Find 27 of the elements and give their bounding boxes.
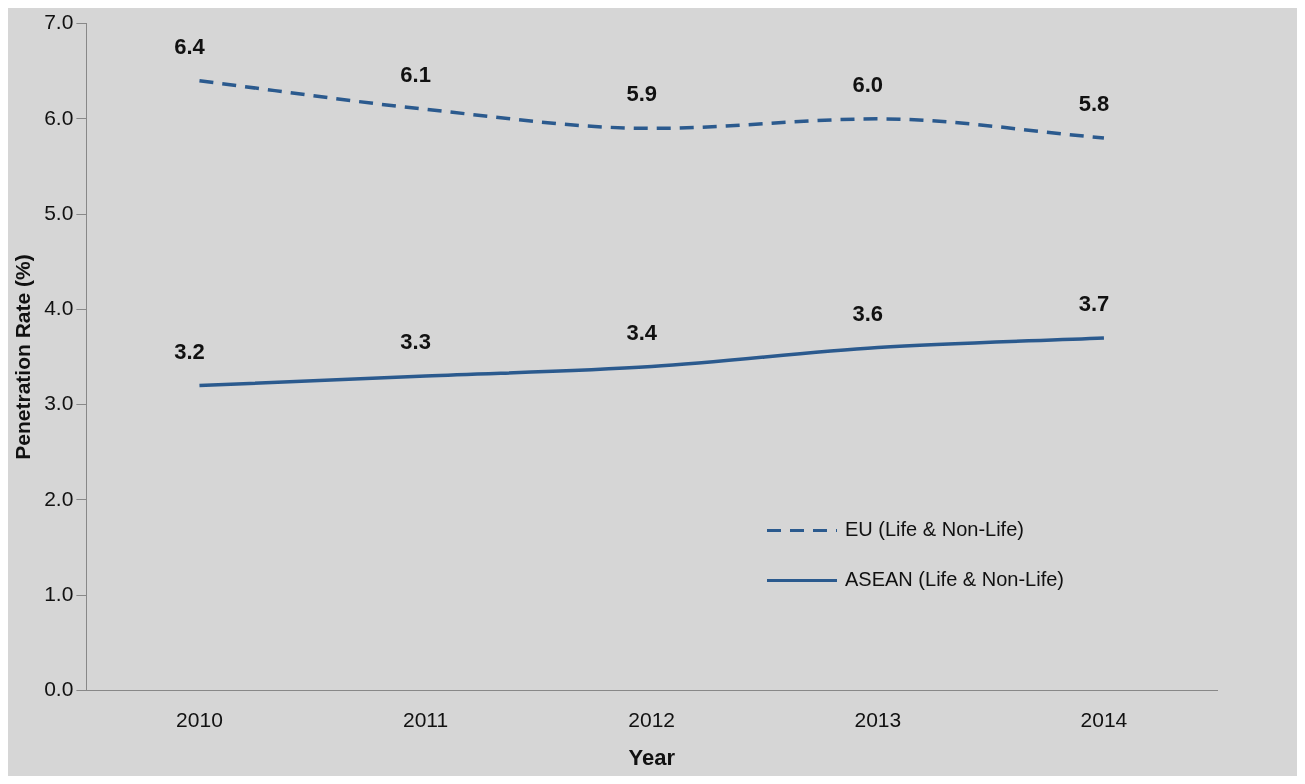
y-tick-label: 0.0	[44, 677, 74, 701]
data-label: 6.0	[852, 71, 884, 97]
y-tick-label: 7.0	[44, 10, 74, 34]
data-label: 3.2	[174, 338, 205, 364]
y-tick-label: 5.0	[44, 200, 74, 224]
data-label: 3.7	[1078, 291, 1110, 317]
x-tick-label: 2013	[854, 707, 902, 731]
y-tick-label: 6.0	[44, 105, 74, 129]
legend-label: ASEAN (Life & Non-Life)	[845, 567, 1064, 590]
data-label: 3.4	[626, 319, 658, 345]
data-label: 5.9	[626, 81, 657, 107]
x-tick-label: 2010	[176, 707, 223, 731]
y-tick-label: 3.0	[44, 391, 74, 415]
data-label: 3.3	[400, 329, 431, 355]
x-axis-title: Year	[628, 744, 676, 770]
data-label: 5.8	[1078, 90, 1110, 116]
legend-label: EU (Life & Non-Life)	[845, 517, 1024, 540]
y-tick-label: 4.0	[44, 296, 74, 320]
data-label: 6.4	[174, 33, 206, 59]
y-tick-label: 2.0	[44, 486, 74, 510]
x-tick-label: 2011	[402, 707, 449, 731]
data-label: 3.6	[852, 300, 884, 326]
x-tick-label: 2014	[1080, 707, 1128, 731]
x-tick-label: 2012	[628, 707, 676, 731]
y-axis-title: Penetration Rate (%)	[11, 254, 35, 460]
data-label: 6.1	[400, 62, 431, 88]
y-tick-label: 1.0	[44, 581, 74, 605]
